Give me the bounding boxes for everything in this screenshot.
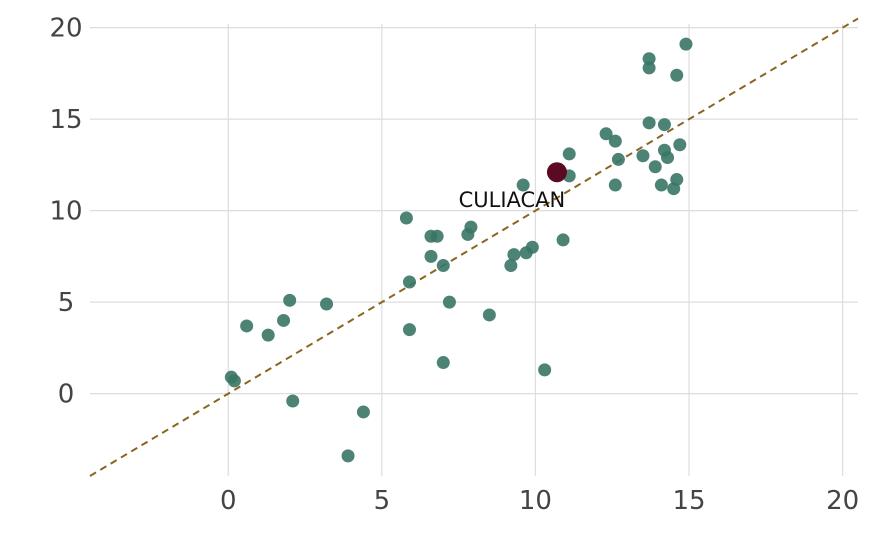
data-point: [227, 374, 241, 388]
x-tick-label: 15: [672, 486, 705, 516]
data-point: [430, 229, 444, 243]
data-point: [608, 134, 622, 148]
data-point: [240, 319, 254, 333]
data-point: [538, 363, 552, 377]
x-tick-label: 5: [374, 486, 391, 516]
data-point: [556, 233, 570, 247]
data-point: [283, 293, 297, 307]
data-point: [424, 249, 438, 263]
data-point: [657, 118, 671, 132]
data-point: [320, 297, 334, 311]
y-tick-label: 15: [49, 105, 82, 135]
data-point: [341, 449, 355, 463]
x-tick-label: 10: [519, 486, 552, 516]
reference-line: [89, 17, 859, 477]
data-point: [286, 394, 300, 408]
data-point: [670, 173, 684, 187]
reference-line-group: [89, 17, 859, 477]
data-point: [482, 308, 496, 322]
highlight-group: CULIACAN: [459, 162, 567, 212]
data-point: [464, 220, 478, 234]
data-point: [399, 211, 413, 225]
data-point: [436, 259, 450, 273]
data-point: [436, 356, 450, 370]
tick-labels: 0 5 10 15 20 0 5 10 15 20: [49, 14, 859, 516]
data-point: [608, 178, 622, 192]
data-point: [504, 259, 518, 273]
data-point: [402, 323, 416, 337]
highlight-point: [546, 162, 567, 183]
data-point: [654, 178, 668, 192]
y-tick-label: 20: [49, 14, 82, 44]
data-point: [402, 275, 416, 289]
data-point: [562, 147, 576, 161]
x-tick-label: 20: [826, 486, 859, 516]
data-point: [277, 313, 291, 327]
grid-lines: [90, 24, 858, 476]
highlight-label: CULIACAN: [459, 188, 566, 212]
data-point: [673, 138, 687, 152]
data-point: [679, 37, 693, 51]
data-point: [261, 328, 275, 342]
data-point: [642, 116, 656, 130]
data-points: [224, 37, 693, 463]
data-point: [442, 295, 456, 309]
data-point: [642, 52, 656, 66]
y-tick-label: 10: [49, 197, 82, 227]
data-point: [356, 405, 370, 419]
data-point: [642, 61, 656, 75]
data-point: [611, 152, 625, 166]
y-tick-label: 5: [58, 288, 75, 318]
data-point: [525, 240, 539, 254]
data-point: [507, 248, 521, 262]
data-point: [516, 178, 530, 192]
data-point: [661, 151, 675, 165]
data-point: [648, 160, 662, 174]
y-tick-label: 0: [58, 380, 75, 410]
data-point: [599, 127, 613, 141]
data-point: [636, 149, 650, 163]
x-tick-label: 0: [220, 486, 237, 516]
data-point: [670, 68, 684, 82]
